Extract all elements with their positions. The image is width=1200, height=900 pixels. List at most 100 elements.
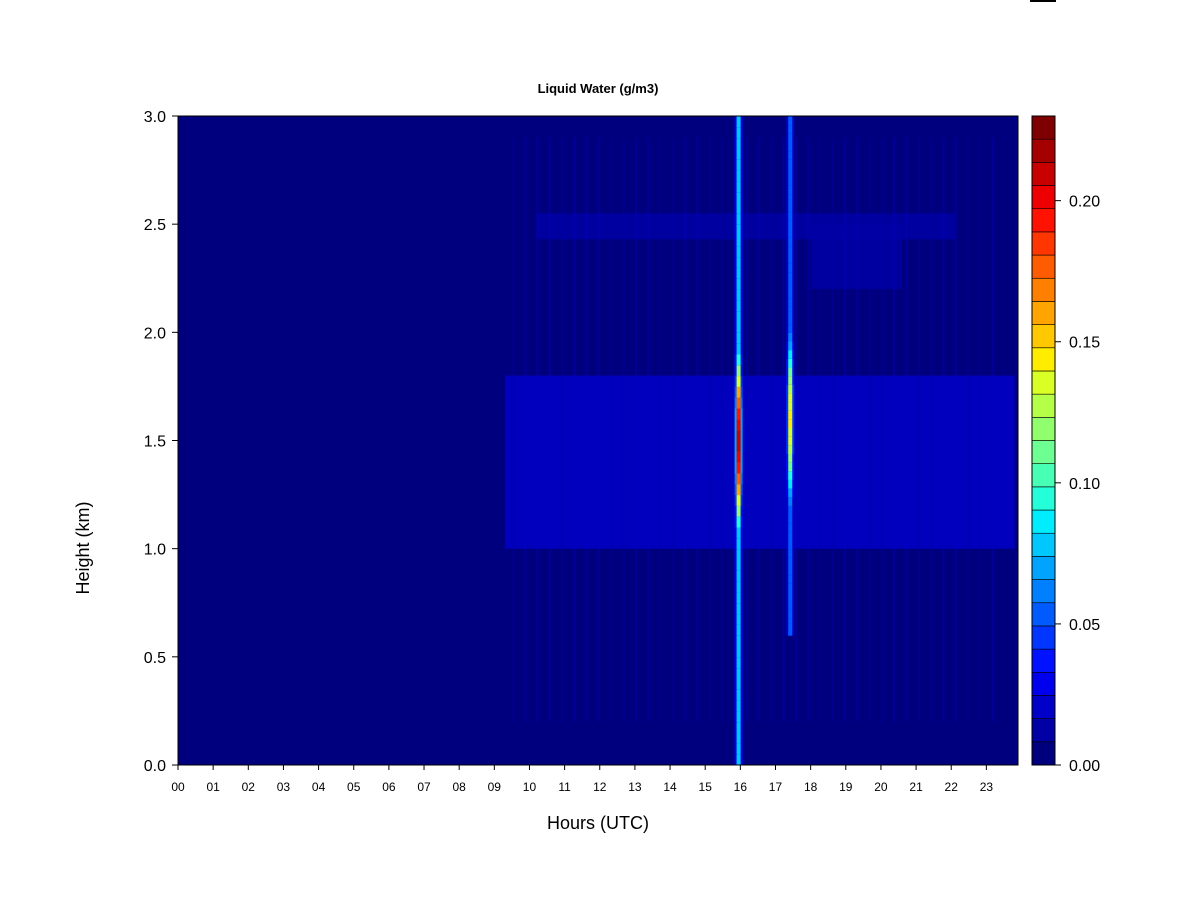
column-core bbox=[736, 289, 741, 301]
column-core bbox=[788, 366, 793, 377]
column-core bbox=[736, 494, 741, 506]
x-tick-label: 04 bbox=[312, 780, 326, 794]
x-tick-label: 15 bbox=[699, 780, 713, 794]
column-core bbox=[788, 116, 793, 126]
streak bbox=[598, 137, 600, 722]
colorbar-segment bbox=[1031, 463, 1056, 488]
column-core bbox=[788, 600, 793, 610]
column-core bbox=[788, 609, 793, 619]
colorbar-segment bbox=[1031, 556, 1056, 580]
column-core bbox=[788, 124, 793, 134]
colorbar-segment bbox=[1031, 741, 1056, 766]
streak bbox=[536, 137, 539, 722]
x-tick-label: 02 bbox=[242, 780, 256, 794]
column-core bbox=[736, 126, 741, 139]
colorbar-segment bbox=[1031, 695, 1056, 719]
colorbar-segment bbox=[1031, 602, 1056, 627]
x-tick-label: 08 bbox=[452, 780, 466, 794]
x-tick-label: 03 bbox=[277, 780, 291, 794]
column-core bbox=[736, 310, 741, 323]
colorbar-segment bbox=[1031, 277, 1056, 302]
column-core bbox=[788, 202, 793, 212]
column-core bbox=[736, 646, 741, 658]
column-core bbox=[788, 565, 793, 576]
column-core bbox=[736, 213, 741, 225]
y-tick-label: 0.0 bbox=[144, 758, 166, 775]
column-core bbox=[736, 613, 741, 625]
x-tick-label: 19 bbox=[839, 780, 853, 794]
x-tick-label: 00 bbox=[171, 780, 185, 794]
column-core bbox=[736, 332, 741, 344]
column-core bbox=[736, 710, 741, 723]
column-core bbox=[736, 548, 741, 560]
column-core bbox=[736, 170, 741, 182]
column-core bbox=[788, 289, 793, 299]
column-core bbox=[736, 462, 741, 474]
streak bbox=[942, 137, 945, 722]
column-core bbox=[736, 635, 741, 647]
column-core bbox=[788, 462, 793, 472]
column-core bbox=[788, 626, 793, 636]
column-core bbox=[736, 527, 741, 539]
streak bbox=[967, 137, 970, 722]
colorbar-segment bbox=[1031, 138, 1056, 163]
colorbar-segment bbox=[1031, 671, 1056, 696]
column-core bbox=[788, 176, 793, 186]
column-core bbox=[736, 375, 741, 387]
column-core bbox=[788, 237, 793, 247]
column-core bbox=[736, 483, 741, 496]
column-core bbox=[788, 141, 793, 152]
streak bbox=[868, 137, 871, 722]
x-tick-label: 14 bbox=[663, 780, 677, 794]
column-core bbox=[788, 392, 793, 403]
column-core bbox=[736, 418, 741, 431]
column-core bbox=[788, 427, 793, 437]
column-core bbox=[736, 505, 741, 517]
column-core bbox=[736, 191, 741, 204]
colorbar-segment bbox=[1031, 440, 1056, 464]
x-tick-label: 05 bbox=[347, 780, 361, 794]
y-tick-label: 2.5 bbox=[144, 217, 166, 234]
column-core bbox=[736, 397, 741, 409]
column-core bbox=[736, 116, 741, 128]
streak bbox=[757, 137, 760, 722]
x-tick-label: 06 bbox=[382, 780, 396, 794]
column-core bbox=[788, 479, 793, 489]
colorbar-tick-label: 0.10 bbox=[1069, 476, 1100, 493]
y-tick-label: 0.5 bbox=[144, 650, 166, 667]
column-core bbox=[788, 133, 793, 143]
streak bbox=[991, 137, 994, 722]
colorbar-segment bbox=[1031, 115, 1056, 140]
streak bbox=[610, 137, 613, 722]
column-core bbox=[788, 436, 793, 446]
x-tick-label: 12 bbox=[593, 780, 607, 794]
x-tick-label: 10 bbox=[523, 780, 537, 794]
column-core bbox=[788, 280, 793, 290]
colorbar-segment bbox=[1031, 301, 1056, 325]
y-tick-label: 2.0 bbox=[144, 325, 166, 342]
column-core bbox=[788, 297, 793, 307]
column-core bbox=[736, 256, 741, 268]
x-tick-label: 20 bbox=[874, 780, 888, 794]
streak bbox=[622, 137, 625, 722]
column-core bbox=[736, 721, 741, 734]
cloud-layer-mid-layer bbox=[504, 375, 1015, 549]
colorbar-segment bbox=[1031, 486, 1056, 511]
column-core bbox=[736, 180, 741, 193]
column-core bbox=[736, 624, 741, 636]
column-core bbox=[788, 167, 793, 178]
column-core bbox=[736, 537, 741, 550]
colorbar-segment bbox=[1031, 532, 1056, 557]
streak bbox=[905, 137, 908, 722]
colorbar-segment bbox=[1031, 254, 1056, 279]
colorbar-segment bbox=[1031, 509, 1056, 534]
column-core bbox=[788, 219, 793, 229]
column-core bbox=[788, 505, 793, 515]
column-core bbox=[788, 488, 793, 498]
column-core bbox=[736, 678, 741, 690]
streak bbox=[819, 137, 822, 722]
streak bbox=[794, 137, 797, 722]
column-core bbox=[736, 148, 741, 160]
column-core bbox=[736, 472, 741, 485]
column-core bbox=[788, 340, 793, 351]
